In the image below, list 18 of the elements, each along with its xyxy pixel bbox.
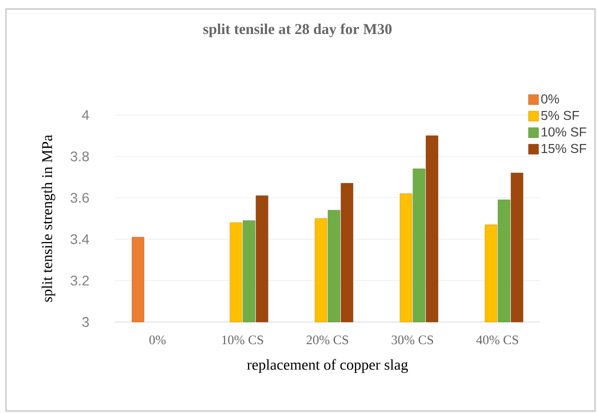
x-tick-label: 20% CS	[306, 336, 348, 344]
legend-label: 15% SF	[542, 144, 586, 154]
y-tick-label: 3	[82, 317, 89, 327]
y-tick-label: 3.4	[70, 234, 90, 244]
y-tick-label: 3.6	[70, 192, 89, 203]
y-tick-label: 4	[82, 110, 90, 120]
y-tick-label: 3.2	[70, 276, 89, 286]
x-tick-label: 0%	[149, 336, 166, 344]
legend-label: 10% SF	[542, 127, 586, 137]
legend-label: 5% SF	[541, 110, 580, 120]
x-axis-title: replacement of copper slag	[247, 359, 408, 373]
legend-label: 0%	[541, 94, 559, 104]
x-tick-label: 30% CS	[392, 336, 434, 344]
x-tick-label: 40% CS	[476, 336, 518, 344]
y-tick-label: 3.8	[70, 151, 89, 162]
chart-title: split tensile at 28 day for M30	[203, 23, 392, 38]
y-axis-title: split tensile strength in MPa	[42, 134, 56, 302]
x-tick-label: 10% CS	[222, 336, 264, 344]
